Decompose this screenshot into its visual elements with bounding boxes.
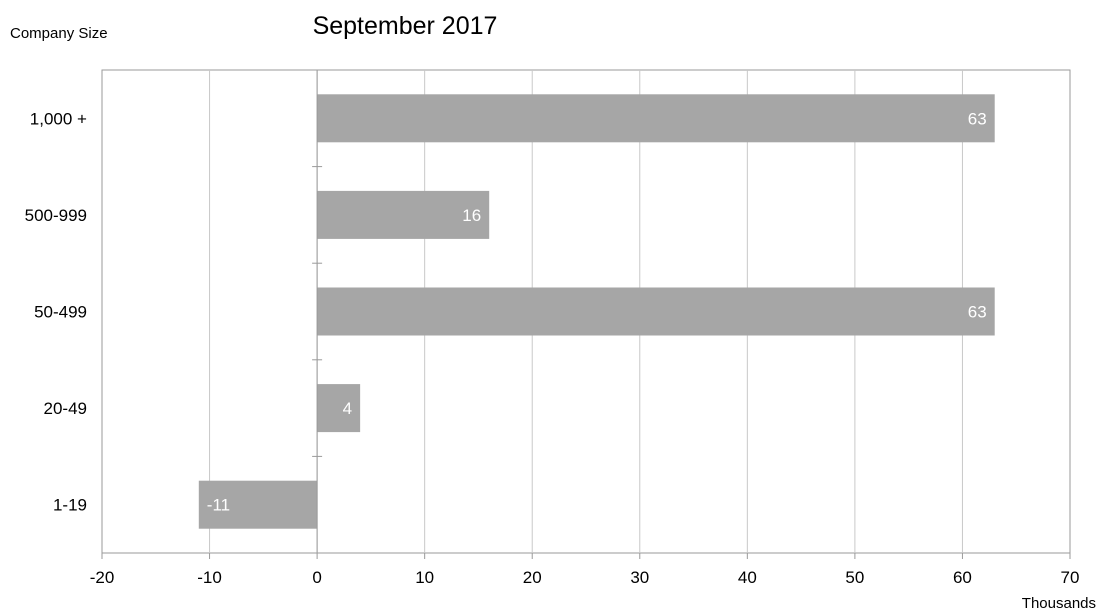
data-label: 4: [343, 399, 352, 418]
data-label: 16: [462, 206, 481, 225]
x-tick-label: 10: [415, 568, 434, 587]
category-label: 500-999: [25, 206, 87, 225]
bar: [317, 94, 995, 143]
chart-title: September 2017: [313, 12, 498, 40]
x-tick-label: 20: [523, 568, 542, 587]
x-tick-label: 0: [312, 568, 321, 587]
category-label: 50-499: [34, 303, 87, 322]
category-label: 1-19: [53, 496, 87, 515]
bar: [198, 480, 318, 529]
x-tick-label: 50: [845, 568, 864, 587]
x-tick-label: 60: [953, 568, 972, 587]
x-tick-label: 30: [630, 568, 649, 587]
x-axis-unit-label: Thousands: [1022, 595, 1096, 611]
x-tick-label: -10: [197, 568, 222, 587]
axes: -20 -10 0 10 20 30 40 50 60 70 1,000 + 500-999 50-49…: [25, 70, 1080, 587]
data-label: 63: [968, 303, 987, 322]
x-tick-label: -20: [90, 568, 115, 587]
category-label: 20-49: [44, 399, 87, 418]
bar: [317, 384, 361, 433]
data-label: 63: [968, 109, 987, 128]
bar: [317, 287, 995, 336]
bar: [317, 190, 490, 239]
plot-area: [101, 69, 1071, 554]
data-label: -11: [207, 496, 230, 515]
bars: 63 16 63 4 -11: [198, 94, 995, 529]
x-tick-label: 70: [1061, 568, 1080, 587]
y-axis-label: Company Size: [10, 25, 108, 42]
x-tick-label: 40: [738, 568, 757, 587]
category-label: 1,000 +: [30, 109, 87, 128]
